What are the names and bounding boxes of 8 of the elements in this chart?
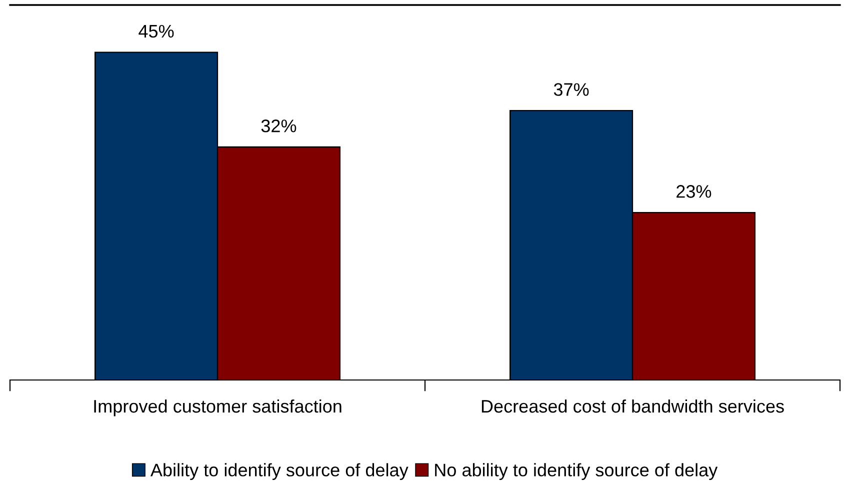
x-tick-label: Improved customer satisfaction bbox=[94, 399, 342, 416]
legend-label: No ability to identify source of delay bbox=[435, 463, 718, 480]
legend-label: Ability to identify source of delay bbox=[150, 463, 408, 480]
data-label: 45% bbox=[138, 24, 174, 38]
data-label: 23% bbox=[676, 185, 712, 198]
data-label: 37% bbox=[554, 83, 589, 96]
data-label: 32% bbox=[261, 120, 296, 132]
x-tick-label: Decreased cost of bandwidth services bbox=[482, 399, 784, 413]
